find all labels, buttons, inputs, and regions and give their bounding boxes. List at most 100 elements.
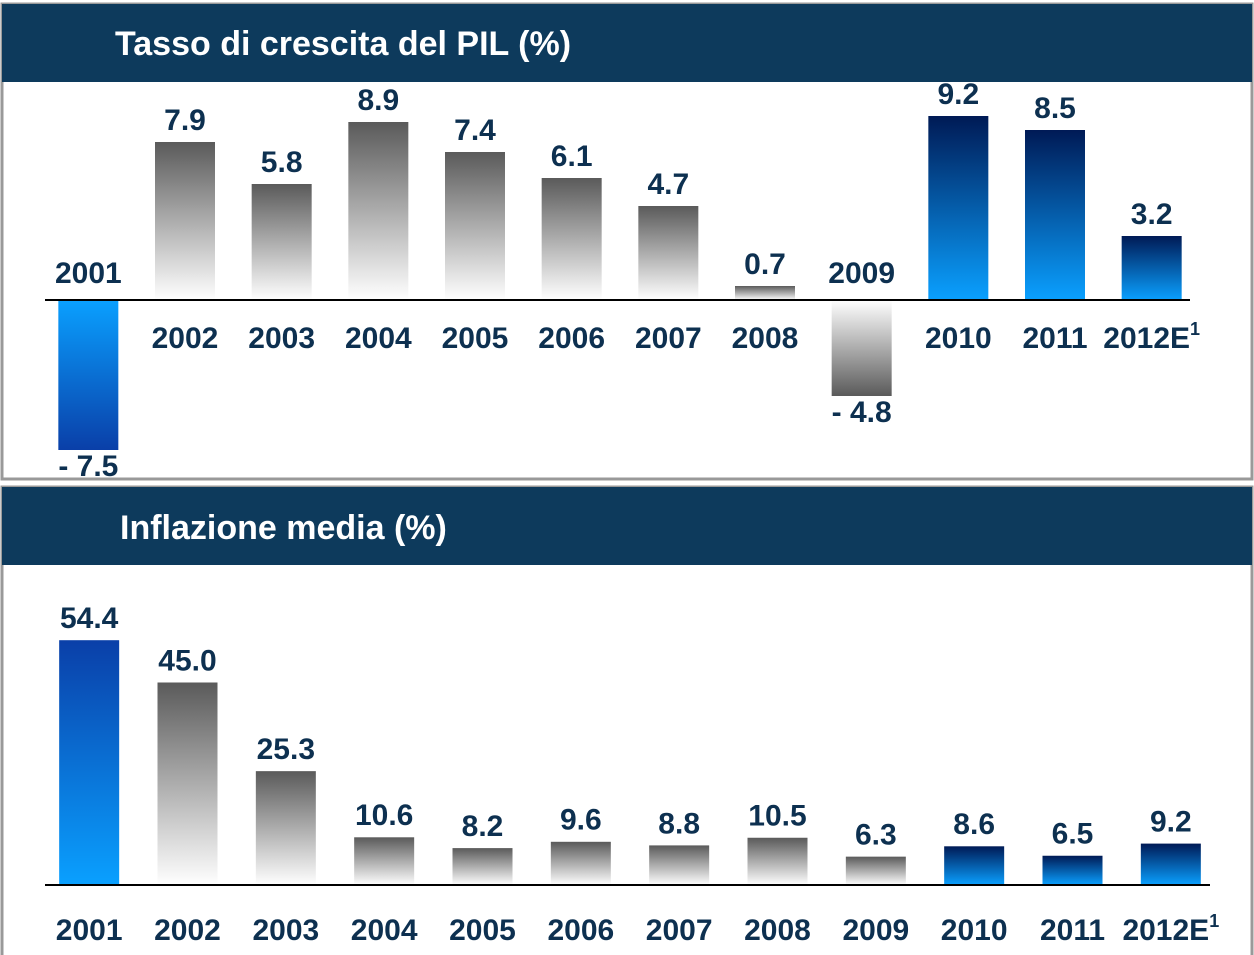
category: 2006 bbox=[538, 322, 605, 355]
data-label: 9.2 bbox=[937, 78, 979, 111]
x-tick-label: 2006 bbox=[538, 322, 605, 355]
bar bbox=[157, 682, 218, 885]
category: 2012E bbox=[1122, 914, 1209, 947]
category: 2010 bbox=[925, 322, 992, 355]
data-label: 54.4 bbox=[60, 602, 119, 635]
bar bbox=[348, 122, 409, 300]
category: 2005 bbox=[449, 914, 516, 947]
category: 2002 bbox=[154, 914, 221, 947]
bar bbox=[831, 300, 892, 396]
data-label: 6.5 bbox=[1052, 818, 1094, 851]
x-tick-label: 2011 bbox=[1040, 914, 1105, 947]
data-label: 6.3 bbox=[855, 819, 897, 852]
bar bbox=[928, 116, 989, 300]
x-tick-label: 2008 bbox=[732, 322, 799, 355]
category: 2002 bbox=[152, 322, 219, 355]
x-tick-label: 2009 bbox=[842, 914, 909, 947]
x-tick-label: 2010 bbox=[941, 914, 1008, 947]
x-tick-label: 2004 bbox=[345, 322, 412, 355]
bar bbox=[1121, 236, 1182, 300]
category: 2001 bbox=[56, 914, 123, 947]
bar bbox=[255, 771, 316, 885]
category: 2005 bbox=[442, 322, 509, 355]
x-tick-label: 2002 bbox=[152, 322, 219, 355]
x-tick-label: 2012E1 bbox=[1122, 911, 1219, 947]
bar bbox=[1140, 843, 1201, 885]
data-label: 7.4 bbox=[454, 114, 496, 147]
data-label: 8.9 bbox=[357, 84, 399, 117]
data-label: 10.6 bbox=[355, 799, 413, 832]
bar bbox=[638, 206, 699, 300]
category: 2008 bbox=[744, 914, 811, 947]
chart-title: Tasso di crescita del PIL (%) bbox=[115, 25, 571, 63]
category: 2008 bbox=[732, 322, 799, 355]
bar bbox=[1042, 855, 1103, 885]
footnote-mark: 1 bbox=[1209, 911, 1219, 931]
category: 2003 bbox=[248, 322, 315, 355]
x-tick-label: 2010 bbox=[925, 322, 992, 355]
x-tick-label: 2005 bbox=[442, 322, 509, 355]
category: 2003 bbox=[252, 914, 319, 947]
bar bbox=[354, 837, 415, 885]
bar bbox=[735, 286, 795, 300]
data-label: 8.5 bbox=[1034, 92, 1076, 125]
x-tick-label: 2004 bbox=[351, 914, 418, 947]
data-label: 0.7 bbox=[744, 248, 786, 281]
footnote-mark: 1 bbox=[1190, 319, 1200, 339]
x-tick-label: 2012E1 bbox=[1103, 319, 1200, 355]
category: 2004 bbox=[351, 914, 418, 947]
bar bbox=[251, 184, 312, 300]
data-label: 4.7 bbox=[647, 168, 689, 201]
data-label: 9.2 bbox=[1150, 806, 1192, 839]
bar bbox=[747, 837, 808, 885]
category: 2009 bbox=[842, 914, 909, 947]
x-tick-label: 2003 bbox=[248, 322, 315, 355]
x-tick-label: 2003 bbox=[252, 914, 319, 947]
data-label: - 4.8 bbox=[832, 396, 892, 429]
category: 2007 bbox=[646, 914, 713, 947]
x-tick-label: 2006 bbox=[547, 914, 614, 947]
data-label: 8.8 bbox=[658, 807, 700, 840]
bar bbox=[541, 178, 602, 300]
category: 2009 bbox=[828, 257, 895, 290]
category: 2004 bbox=[345, 322, 412, 355]
x-tick-label: 2011 bbox=[1022, 322, 1087, 355]
x-tick-label: 2007 bbox=[635, 322, 702, 355]
bar bbox=[59, 640, 120, 885]
data-label: 3.2 bbox=[1131, 198, 1173, 231]
data-label: 9.6 bbox=[560, 804, 602, 837]
bar bbox=[1025, 130, 1085, 300]
data-label: 10.5 bbox=[748, 800, 806, 833]
bar bbox=[550, 841, 611, 885]
data-label: 45.0 bbox=[158, 644, 216, 677]
chart-title: Inflazione media (%) bbox=[120, 509, 447, 547]
bar bbox=[155, 142, 215, 300]
category: 2012E bbox=[1103, 322, 1190, 355]
category: 2011 bbox=[1040, 914, 1105, 947]
category: 2010 bbox=[941, 914, 1008, 947]
data-label: 25.3 bbox=[257, 733, 315, 766]
bar bbox=[445, 152, 505, 300]
panel-header bbox=[2, 487, 1252, 565]
data-label: 8.2 bbox=[462, 810, 504, 843]
bar bbox=[845, 856, 906, 885]
data-label: 8.6 bbox=[953, 808, 995, 841]
category: 2001 bbox=[55, 257, 122, 290]
x-tick-label: 2008 bbox=[744, 914, 811, 947]
bar bbox=[649, 845, 710, 885]
data-label: 6.1 bbox=[551, 140, 593, 173]
x-tick-label: 2005 bbox=[449, 914, 516, 947]
x-tick-label: 2002 bbox=[154, 914, 221, 947]
bar bbox=[944, 846, 1005, 885]
x-tick-label: 2001 bbox=[56, 914, 123, 947]
x-tick-label: 2007 bbox=[646, 914, 713, 947]
data-label: 5.8 bbox=[261, 146, 303, 179]
bar bbox=[58, 300, 119, 450]
bar bbox=[452, 848, 513, 885]
category: 2006 bbox=[547, 914, 614, 947]
x-tick-label: 2009 bbox=[828, 257, 895, 290]
data-label: 7.9 bbox=[164, 104, 206, 137]
category: 2007 bbox=[635, 322, 702, 355]
data-label: - 7.5 bbox=[58, 450, 118, 483]
